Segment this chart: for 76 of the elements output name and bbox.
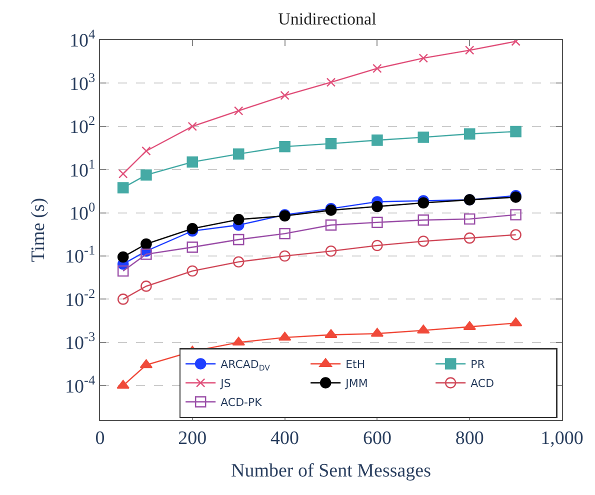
- y-axis-title: Time (s): [28, 198, 49, 262]
- legend-label: ACD: [470, 377, 494, 390]
- point: [186, 222, 198, 234]
- y-tick-label: 10$^{-1}$: [65, 242, 96, 268]
- point: [416, 324, 430, 334]
- point: [464, 46, 474, 55]
- y-tick-label: 10$^{2}$: [69, 113, 96, 138]
- y-tick-label: 10$^{-4}$: [65, 372, 96, 398]
- point: [464, 213, 476, 225]
- x-tick-label: 1,000: [540, 428, 584, 449]
- legend-label: ARCAD$_{DV}$: [220, 358, 271, 372]
- point: [279, 141, 290, 152]
- y-tick-label: 10$^{-3}$: [65, 329, 96, 354]
- point: [509, 317, 522, 326]
- legend-label: PR: [470, 358, 486, 372]
- y-tick-label: 10$^{-2}$: [65, 286, 96, 311]
- point: [140, 359, 153, 368]
- point: [118, 169, 128, 178]
- point: [418, 236, 430, 247]
- point: [186, 265, 198, 277]
- legend-label: ACD-PK: [220, 396, 263, 410]
- point: [234, 106, 244, 116]
- y-tick-label: 10$^{3}$: [69, 70, 96, 95]
- point: [372, 200, 383, 212]
- point: [464, 128, 476, 140]
- point: [370, 328, 384, 337]
- point: [116, 380, 130, 389]
- legend-label: JS: [220, 377, 231, 390]
- point: [325, 219, 337, 231]
- point: [510, 209, 522, 220]
- point: [372, 240, 383, 252]
- point: [140, 280, 152, 292]
- x-tick-label: 200: [178, 428, 207, 449]
- point: [510, 229, 522, 240]
- point: [186, 242, 198, 253]
- point: [372, 134, 383, 146]
- x-tick-label: 800: [455, 428, 484, 449]
- point: [464, 232, 476, 244]
- point: [279, 228, 290, 240]
- point: [326, 78, 336, 87]
- point: [188, 122, 198, 132]
- x-tick-label: 400: [270, 428, 300, 449]
- point: [418, 214, 430, 226]
- point: [372, 216, 383, 228]
- point: [418, 54, 428, 63]
- point: [232, 234, 244, 246]
- y-tick-label: 10$^{0}$: [69, 199, 96, 224]
- point: [186, 156, 198, 168]
- point: [142, 146, 151, 156]
- point: [510, 126, 522, 138]
- point: [117, 294, 129, 305]
- point: [140, 248, 152, 260]
- point: [372, 64, 382, 74]
- point: [117, 182, 129, 194]
- y-tick-label: 10$^{1}$: [69, 156, 96, 182]
- point: [232, 214, 244, 226]
- legend-label: EtH: [346, 358, 366, 372]
- chart-title: Unidirectional: [278, 9, 377, 28]
- x-tick-label: 0: [95, 428, 105, 449]
- x-axis-title: Number of Sent Messages: [231, 460, 431, 482]
- point: [418, 132, 430, 143]
- point: [140, 238, 152, 250]
- y-tick-label: 10$^{4}$: [69, 26, 96, 52]
- point: [232, 148, 244, 160]
- point: [140, 169, 152, 181]
- point: [279, 250, 290, 262]
- legend-label: JMM: [344, 377, 368, 390]
- point: [232, 336, 246, 346]
- point: [325, 138, 337, 150]
- point: [280, 90, 290, 100]
- point: [325, 245, 337, 257]
- point: [117, 251, 129, 263]
- point: [278, 332, 292, 341]
- point: [117, 265, 129, 277]
- point: [232, 256, 244, 268]
- x-tick-label: 600: [362, 428, 392, 449]
